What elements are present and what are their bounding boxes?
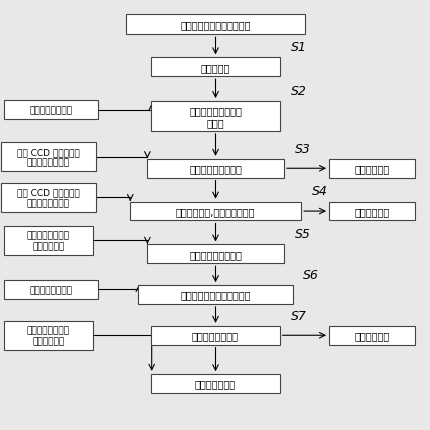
Text: 手机识别传送系统: 手机识别传送系统 [29, 285, 72, 294]
FancyBboxPatch shape [1, 143, 95, 172]
Text: 手机正面朝上固定于夹具上: 手机正面朝上固定于夹具上 [180, 290, 250, 300]
Text: 黑白 CCD 相机采集手
机与夹具相对位置: 黑白 CCD 相机采集手 机与夹具相对位置 [17, 147, 80, 167]
FancyBboxPatch shape [3, 321, 93, 350]
FancyBboxPatch shape [125, 15, 305, 35]
Text: 夹具体触动行程开
关，夹具松开: 夹具体触动行程开 关，夹具松开 [27, 326, 70, 345]
Text: S1: S1 [290, 41, 306, 54]
Text: 手机正面朝下固定于
夹具上: 手机正面朝下固定于 夹具上 [189, 106, 241, 128]
Text: 吸盘吸起屏幕总成: 吸盘吸起屏幕总成 [191, 331, 239, 341]
Text: 黑白 CCD 相机采集电
池与手机相对位置: 黑白 CCD 相机采集电 池与手机相对位置 [17, 188, 80, 208]
FancyBboxPatch shape [3, 280, 98, 299]
Text: 回收手机电路板: 回收手机电路板 [194, 379, 236, 389]
Text: S5: S5 [294, 227, 310, 241]
Text: S4: S4 [311, 185, 327, 198]
Text: 夹具体触动行程开
关，夹具松开: 夹具体触动行程开 关，夹具松开 [27, 231, 70, 250]
Text: 吸盘吸起电池,折开电池与机体: 吸盘吸起电池,折开电池与机体 [175, 206, 255, 217]
FancyBboxPatch shape [151, 326, 279, 345]
FancyBboxPatch shape [328, 326, 414, 345]
Text: 回收屏幕总成: 回收屏幕总成 [353, 331, 389, 341]
Text: 吸盘折开后盖与机体: 吸盘折开后盖与机体 [189, 164, 241, 174]
FancyBboxPatch shape [328, 202, 414, 221]
Text: 回收手机后盖: 回收手机后盖 [353, 164, 389, 174]
FancyBboxPatch shape [328, 160, 414, 178]
Text: S3: S3 [294, 142, 310, 155]
Text: 预处理油污: 预处理油污 [200, 63, 230, 73]
Text: 废旧触屏电子设备（手机）: 废旧触屏电子设备（手机） [180, 20, 250, 30]
Text: S2: S2 [290, 85, 306, 98]
FancyBboxPatch shape [3, 101, 98, 120]
Text: 机体落入乙醇浸泡池: 机体落入乙醇浸泡池 [189, 249, 241, 259]
Text: S7: S7 [290, 309, 306, 322]
Text: 手机识别传送系统: 手机识别传送系统 [29, 106, 72, 115]
FancyBboxPatch shape [147, 160, 283, 178]
Text: 回收手机电池: 回收手机电池 [353, 206, 389, 217]
Text: S6: S6 [303, 268, 319, 281]
FancyBboxPatch shape [129, 202, 301, 221]
FancyBboxPatch shape [151, 375, 279, 393]
FancyBboxPatch shape [151, 58, 279, 77]
FancyBboxPatch shape [138, 286, 292, 304]
FancyBboxPatch shape [3, 226, 93, 255]
FancyBboxPatch shape [1, 183, 95, 212]
FancyBboxPatch shape [151, 102, 279, 132]
FancyBboxPatch shape [147, 245, 283, 264]
